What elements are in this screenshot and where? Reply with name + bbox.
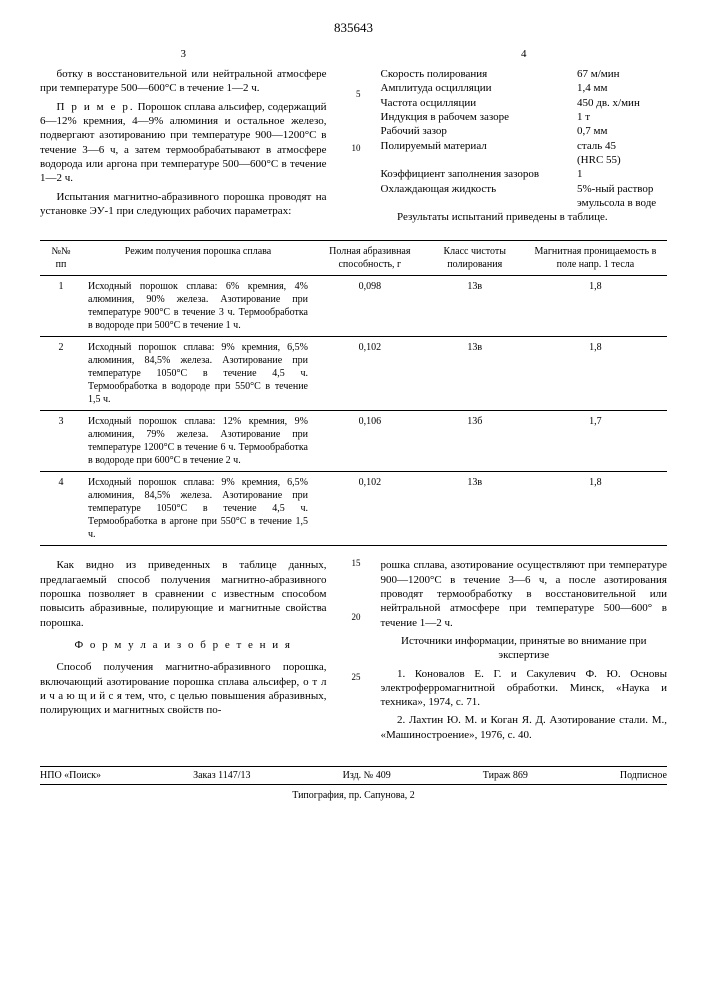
param-row: Охлаждающая жидкость5%-ный раствор эмуль…: [381, 182, 668, 211]
table-cell: 13в: [426, 337, 524, 411]
param-label: Коэффициент заполнения зазоров: [381, 167, 578, 181]
param-label: Полируемый материал: [381, 139, 578, 153]
param-label: Частота осцилляции: [381, 96, 578, 110]
sources-title: Источники информации, принятые во вниман…: [381, 634, 668, 663]
table-header-cell: Полная абразивная способность, г: [314, 241, 426, 276]
param-value: сталь 45: [577, 139, 667, 153]
param-label: Скорость полирования: [381, 67, 578, 81]
param-row: Амплитуда осцилляции1,4 мм: [381, 81, 668, 95]
param-label: Амплитуда осцилляции: [381, 81, 578, 95]
param-row: Индукция в рабочем зазоре1 т: [381, 110, 668, 124]
margin-numbers-upper: 5 10: [347, 47, 361, 229]
formula-title: Ф о р м у л а и з о б р е т е н и я: [40, 638, 327, 652]
margin-10: 10: [347, 143, 361, 155]
margin-15: 15: [347, 558, 361, 570]
param-value: 0,7 мм: [577, 124, 667, 138]
table-cell: 4: [40, 472, 82, 546]
left-para-1: ботку в восстановительной или нейтрально…: [40, 67, 327, 96]
param-row: Скорость полирования67 м/мин: [381, 67, 668, 81]
lower-columns: Как видно из приведенных в таблице данны…: [40, 558, 667, 746]
table-row: 1Исходный порошок сплава: 6% кремния, 4%…: [40, 276, 667, 337]
param-row: Рабочий зазор0,7 мм: [381, 124, 668, 138]
table-cell: 0,098: [314, 276, 426, 337]
param-value: 67 м/мин: [577, 67, 667, 81]
document-number: 835643: [40, 20, 667, 37]
bottom-left-p1: Как видно из приведенных в таблице данны…: [40, 558, 327, 629]
left-para-2: П р и м е р. Порошок сплава альсифер, со…: [40, 100, 327, 186]
upper-columns: 3 ботку в восстановительной или нейтраль…: [40, 47, 667, 229]
footer-pod: Подписное: [620, 769, 667, 782]
table-header-cell: Режим получения порошка сплава: [82, 241, 314, 276]
reference-2: 2. Лахтин Ю. М. и Коган Я. Д. Азотирован…: [381, 713, 668, 742]
table-cell: 1,7: [524, 411, 667, 472]
results-intro: Результаты испытаний приведены в таблице…: [381, 210, 668, 224]
param-label: Рабочий зазор: [381, 124, 578, 138]
param-row: (HRC 55): [381, 153, 668, 167]
param-value: 1,4 мм: [577, 81, 667, 95]
footer-typography: Типография, пр. Сапунова, 2: [40, 789, 667, 802]
footer-tirazh: Тираж 869: [483, 769, 528, 782]
param-value: 450 дв. х/мин: [577, 96, 667, 110]
example-lead: П р и м е р.: [57, 101, 135, 113]
table-cell: 13в: [426, 276, 524, 337]
param-row: Коэффициент заполнения зазоров1: [381, 167, 668, 181]
left-col-number: 3: [40, 47, 327, 61]
left-column: 3 ботку в восстановительной или нейтраль…: [40, 47, 327, 229]
table-cell: 0,102: [314, 337, 426, 411]
table-row: 4Исходный порошок сплава: 9% кремния, 6,…: [40, 472, 667, 546]
left-para-3: Испытания магнитно-абразивного порошка п…: [40, 190, 327, 219]
table-cell: 3: [40, 411, 82, 472]
table-cell: Исходный порошок сплава: 9% кремния, 6,5…: [82, 472, 314, 546]
table-header-cell: Магнитная проницаемость в поле напр. 1 т…: [524, 241, 667, 276]
bottom-right-column: рошка сплава, азотирование осуществляют …: [381, 558, 668, 746]
margin-25: 25: [347, 672, 361, 684]
left-p1-text: ботку в восстановительной или нейтрально…: [40, 68, 327, 94]
bottom-left-p2: Способ получения магнитно-абразивного по…: [40, 660, 327, 717]
bottom-left-column: Как видно из приведенных в таблице данны…: [40, 558, 327, 746]
table-cell: 2: [40, 337, 82, 411]
table-cell: 1,8: [524, 472, 667, 546]
table-header-cell: №№ пп: [40, 241, 82, 276]
footer-org: НПО «Поиск»: [40, 769, 101, 782]
table-cell: 1,8: [524, 276, 667, 337]
right-col-number: 4: [381, 47, 668, 61]
table-cell: Исходный порошок сплава: 9% кремния, 6,5…: [82, 337, 314, 411]
right-column: 4 Скорость полирования67 м/минАмплитуда …: [381, 47, 668, 229]
footer-row: НПО «Поиск» Заказ 1147/13 Изд. № 409 Тир…: [40, 766, 667, 785]
left-p2-text: Порошок сплава альсифер, содержащий 6—12…: [40, 101, 327, 184]
param-value: (HRC 55): [577, 153, 667, 167]
table-cell: Исходный порошок сплава: 6% кремния, 4% …: [82, 276, 314, 337]
param-value: 1 т: [577, 110, 667, 124]
table-row: 3Исходный порошок сплава: 12% кремния, 9…: [40, 411, 667, 472]
table-cell: Исходный порошок сплава: 12% кремния, 9%…: [82, 411, 314, 472]
bottom-right-p1: рошка сплава, азотирование осуществляют …: [381, 558, 668, 629]
param-value: 5%-ный раствор эмульсола в воде: [577, 182, 667, 211]
table-row: 2Исходный порошок сплава: 9% кремния, 6,…: [40, 337, 667, 411]
table-cell: 1,8: [524, 337, 667, 411]
param-value: 1: [577, 167, 667, 181]
param-label: Охлаждающая жидкость: [381, 182, 578, 211]
footer-order: Заказ 1147/13: [193, 769, 250, 782]
table-header-cell: Класс чистоты полирования: [426, 241, 524, 276]
results-table: №№ ппРежим получения порошка сплаваПолна…: [40, 240, 667, 546]
table-cell: 0,102: [314, 472, 426, 546]
param-row: Частота осцилляции450 дв. х/мин: [381, 96, 668, 110]
reference-1: 1. Коновалов Е. Г. и Сакулевич Ф. Ю. Осн…: [381, 667, 668, 710]
parameters-list: Скорость полирования67 м/минАмплитуда ос…: [381, 67, 668, 210]
param-row: Полируемый материалсталь 45: [381, 139, 668, 153]
table-cell: 0,106: [314, 411, 426, 472]
table-header-row: №№ ппРежим получения порошка сплаваПолна…: [40, 241, 667, 276]
margin-5: 5: [347, 89, 361, 101]
margin-numbers-lower: 15 20 25: [347, 558, 361, 746]
param-label: [381, 153, 578, 167]
param-label: Индукция в рабочем зазоре: [381, 110, 578, 124]
table-body: 1Исходный порошок сплава: 6% кремния, 4%…: [40, 276, 667, 546]
table-cell: 13в: [426, 472, 524, 546]
margin-20: 20: [347, 612, 361, 624]
table-cell: 13б: [426, 411, 524, 472]
table-cell: 1: [40, 276, 82, 337]
footer-izd: Изд. № 409: [343, 769, 391, 782]
